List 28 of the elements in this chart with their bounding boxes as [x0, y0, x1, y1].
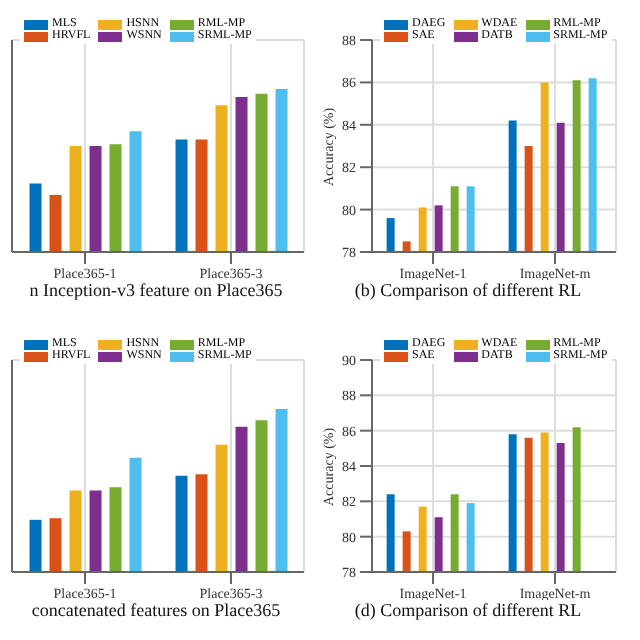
- bar: [49, 518, 62, 572]
- bar: [195, 474, 208, 572]
- text: (b) Comparison of different RL: [352, 280, 584, 300]
- bar: [89, 146, 102, 252]
- bar: [109, 487, 122, 572]
- text: n Inception-v3 feature on Place365: [27, 280, 285, 300]
- bar: [275, 408, 288, 572]
- bar: [129, 457, 142, 572]
- bar: [49, 194, 62, 252]
- bar: [255, 93, 268, 252]
- bar: [69, 146, 82, 252]
- text: (d) Comparison of different RL: [352, 600, 584, 620]
- bar: [29, 183, 42, 252]
- bar: [175, 139, 188, 252]
- text: concatenated features on Place365: [29, 600, 283, 620]
- bar: [89, 490, 102, 572]
- bar: [215, 444, 228, 572]
- bar: [275, 88, 288, 252]
- bar: [235, 426, 248, 572]
- bar: [129, 131, 142, 252]
- bar: [109, 144, 122, 252]
- bar: [29, 519, 42, 572]
- bar: [215, 105, 228, 252]
- bar: [255, 420, 268, 572]
- bar: [235, 97, 248, 252]
- bar: [175, 475, 188, 572]
- bar: [69, 490, 82, 572]
- bar: [195, 139, 208, 252]
